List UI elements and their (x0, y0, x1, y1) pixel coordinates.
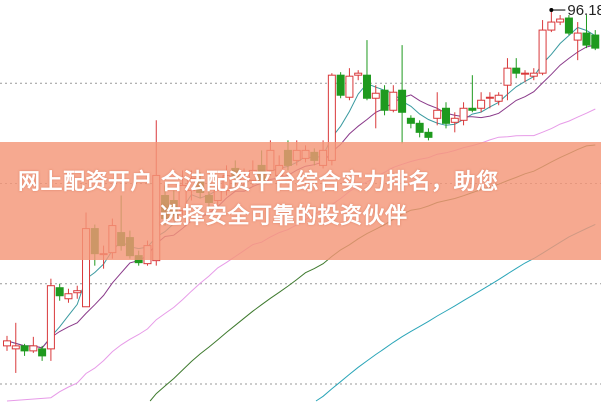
candle-body (371, 92, 380, 99)
candle-body (20, 345, 29, 352)
high-annotation: 96.18 (549, 2, 601, 19)
candle (442, 102, 450, 129)
candle-body (38, 348, 47, 357)
annotation-arrow-head (549, 8, 554, 13)
candle (415, 120, 424, 138)
candle (477, 92, 486, 113)
candle (494, 92, 503, 106)
candle (459, 102, 468, 126)
candle (406, 115, 415, 129)
candle (46, 278, 55, 361)
candle (503, 58, 512, 101)
candle-body (424, 131, 433, 138)
candle (424, 128, 433, 141)
candle-body (512, 67, 521, 74)
candle-body (362, 74, 371, 99)
candle-body (406, 117, 415, 124)
candle (362, 40, 371, 101)
candle (20, 343, 29, 356)
candle-body (477, 99, 486, 109)
candle-body (415, 122, 424, 133)
candle (398, 45, 407, 144)
candle (354, 70, 363, 81)
candle (380, 85, 389, 116)
candle (485, 92, 494, 109)
candle (64, 288, 73, 303)
candle (345, 68, 354, 101)
candle (450, 112, 459, 133)
candle-body (521, 72, 530, 75)
candle (73, 285, 82, 299)
candle (468, 75, 477, 113)
candle-body (11, 345, 20, 350)
candle (521, 70, 530, 83)
candle-body (494, 94, 503, 102)
headline-banner: 网上配资开户 合法配资平台综合实力排名，助您 选择安全可靠的投资伙伴 (0, 142, 601, 260)
candle (389, 85, 398, 113)
candle-body (389, 91, 398, 111)
candle-body (29, 345, 38, 352)
candle-body (564, 17, 573, 34)
candle-body (538, 29, 547, 74)
candle (433, 92, 442, 126)
candle-body (503, 67, 512, 86)
candle (38, 345, 47, 361)
headline-line-2: 选择安全可靠的投资伙伴 (160, 204, 408, 229)
candle-body (529, 72, 538, 77)
candle-body (64, 293, 73, 300)
candle-body (55, 287, 64, 297)
candle-body (336, 74, 345, 96)
candle-body (442, 107, 450, 124)
headline-line-1: 网上配资开户 合法配资平台综合实力排名，助您 (18, 170, 499, 195)
candle (547, 10, 556, 33)
candle-body (459, 107, 468, 121)
candle-body (46, 285, 55, 350)
candle (55, 283, 64, 301)
candle (564, 15, 573, 36)
candle (591, 30, 600, 51)
candle (29, 336, 38, 353)
candle-body (3, 340, 11, 347)
candle-body (573, 32, 582, 41)
candle (573, 22, 582, 61)
candles (3, 10, 600, 373)
candle (538, 20, 547, 76)
candle (3, 335, 11, 351)
candle-body (468, 107, 477, 111)
candle-body (591, 34, 600, 49)
candle (582, 15, 591, 49)
candle (556, 15, 565, 26)
candle-body (398, 89, 407, 113)
candle-body (547, 21, 556, 31)
candle-body (433, 109, 442, 119)
candle-body (485, 96, 494, 99)
candle (371, 85, 380, 129)
candle (512, 58, 521, 79)
candle-body (354, 72, 363, 76)
candle-body (380, 89, 389, 111)
candle-body (450, 117, 459, 123)
candle-body (73, 290, 82, 294)
candle-body (556, 18, 565, 23)
candle (529, 68, 538, 81)
annotation-label: 96.18 (567, 2, 601, 19)
candle (11, 322, 20, 373)
candle-body (582, 32, 591, 46)
candle (336, 72, 345, 99)
candle-body (345, 75, 354, 98)
